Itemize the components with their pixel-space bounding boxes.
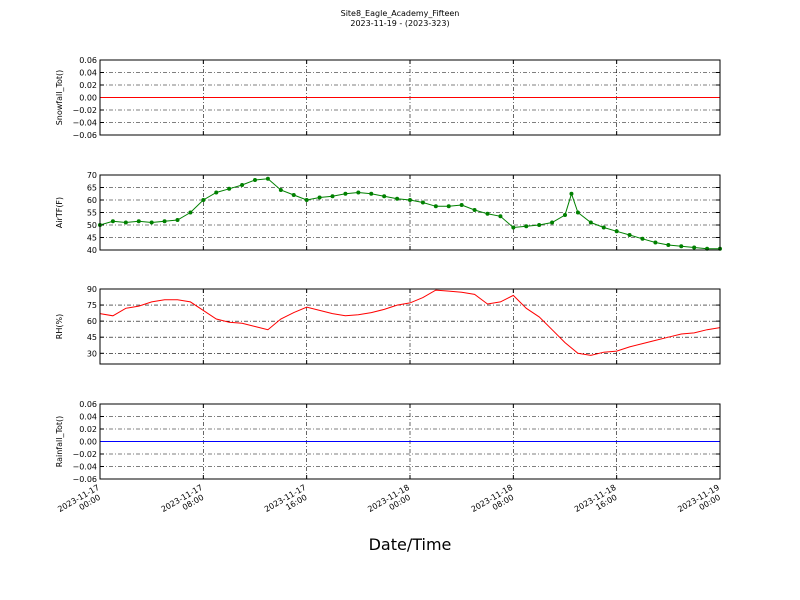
x-tick-label: 2023-11-1708:00	[160, 483, 209, 522]
data-point	[123, 220, 128, 225]
y-tick-label: −0.06	[72, 131, 97, 140]
axes-frame	[99, 288, 721, 365]
data-point	[227, 186, 232, 191]
data-point	[498, 214, 503, 219]
axes-frame	[99, 174, 721, 251]
y-tick-label: 0.00	[79, 94, 97, 103]
y-axis-label: RH(%)	[55, 314, 64, 339]
data-point	[692, 245, 697, 250]
y-axis-label: Rainfall_Tot()	[55, 416, 64, 468]
axes-frame	[99, 59, 721, 136]
x-tick-label: 2023-11-1700:00	[56, 483, 105, 522]
data-point	[563, 213, 567, 217]
data-point	[653, 240, 658, 245]
data-point	[136, 219, 141, 224]
data-point	[317, 195, 322, 200]
data-point	[330, 194, 335, 199]
data-line	[99, 178, 720, 250]
data-point	[149, 220, 154, 225]
y-tick-label: −0.02	[72, 450, 97, 459]
y-tick-label: 70	[87, 171, 97, 180]
data-point	[485, 211, 490, 216]
x-tick-label: 2023-11-1716:00	[263, 483, 312, 522]
data-point	[356, 190, 361, 195]
data-point	[188, 210, 193, 215]
data-point	[550, 220, 555, 225]
figure-subtitle: 2023-11-19 - (2023-323)	[350, 19, 449, 28]
data-point	[472, 208, 477, 212]
y-axis-label: AirTF(F)	[55, 197, 64, 228]
y-axis-label: Snowfall_Tot()	[55, 70, 64, 126]
y-tick-label: 30	[87, 349, 97, 358]
data-point	[162, 219, 167, 224]
y-tick-label: 0.02	[79, 81, 97, 90]
y-tick-label: 0.06	[79, 56, 97, 65]
data-point	[524, 224, 529, 229]
x-tick-label: 2023-11-1800:00	[366, 483, 415, 522]
data-point	[537, 223, 542, 227]
data-point	[446, 204, 451, 209]
x-tick-label: 2023-11-1808:00	[470, 483, 519, 522]
data-point	[395, 196, 400, 201]
data-line	[99, 289, 721, 356]
y-tick-label: 60	[87, 317, 97, 326]
y-tick-label: 45	[87, 234, 97, 243]
data-point	[265, 176, 270, 181]
data-point	[214, 190, 219, 195]
data-point	[291, 193, 296, 197]
y-tick-label: 50	[87, 221, 97, 230]
x-tick-label: 2023-11-1816:00	[573, 483, 622, 522]
y-tick-label: 65	[87, 184, 97, 193]
y-tick-label: 0.06	[79, 400, 97, 409]
y-tick-label: 40	[87, 246, 97, 255]
data-point	[601, 225, 606, 230]
data-point	[575, 210, 580, 215]
data-point	[369, 191, 374, 196]
data-point	[175, 218, 180, 222]
data-point	[110, 219, 115, 224]
data-point	[433, 204, 438, 209]
data-point	[569, 191, 574, 196]
data-point	[240, 183, 245, 187]
data-point	[627, 233, 632, 237]
data-point	[666, 243, 671, 247]
y-tick-label: −0.02	[72, 106, 97, 115]
data-point	[201, 198, 206, 202]
y-tick-label: 45	[87, 333, 97, 342]
figure-title: Site8_Eagle_Academy_Fifteen	[341, 9, 460, 18]
data-point	[343, 191, 348, 196]
y-tick-label: −0.06	[72, 475, 97, 484]
axes-frame	[99, 403, 721, 480]
y-tick-label: 60	[87, 196, 97, 205]
data-point	[614, 229, 619, 234]
y-tick-label: 0.04	[79, 413, 97, 422]
data-point	[459, 203, 464, 207]
x-axis-label: Date/Time	[369, 535, 452, 554]
y-tick-label: −0.04	[72, 463, 97, 472]
y-tick-label: 75	[87, 301, 97, 310]
y-tick-label: −0.04	[72, 119, 97, 128]
data-point	[382, 194, 387, 199]
data-point	[640, 236, 645, 241]
data-point	[511, 225, 516, 230]
y-tick-label: 55	[87, 209, 97, 218]
data-point	[588, 220, 593, 225]
y-tick-label: 0.00	[79, 438, 97, 447]
x-tick-label: 2023-11-1900:00	[676, 483, 725, 522]
data-point	[420, 200, 425, 205]
data-point	[408, 198, 412, 202]
y-tick-label: 0.04	[79, 69, 97, 78]
y-tick-label: 0.02	[79, 425, 97, 434]
y-tick-label: 90	[87, 285, 97, 294]
data-point	[679, 244, 684, 249]
data-point	[278, 188, 283, 192]
data-point	[253, 178, 257, 182]
data-point	[304, 198, 309, 202]
